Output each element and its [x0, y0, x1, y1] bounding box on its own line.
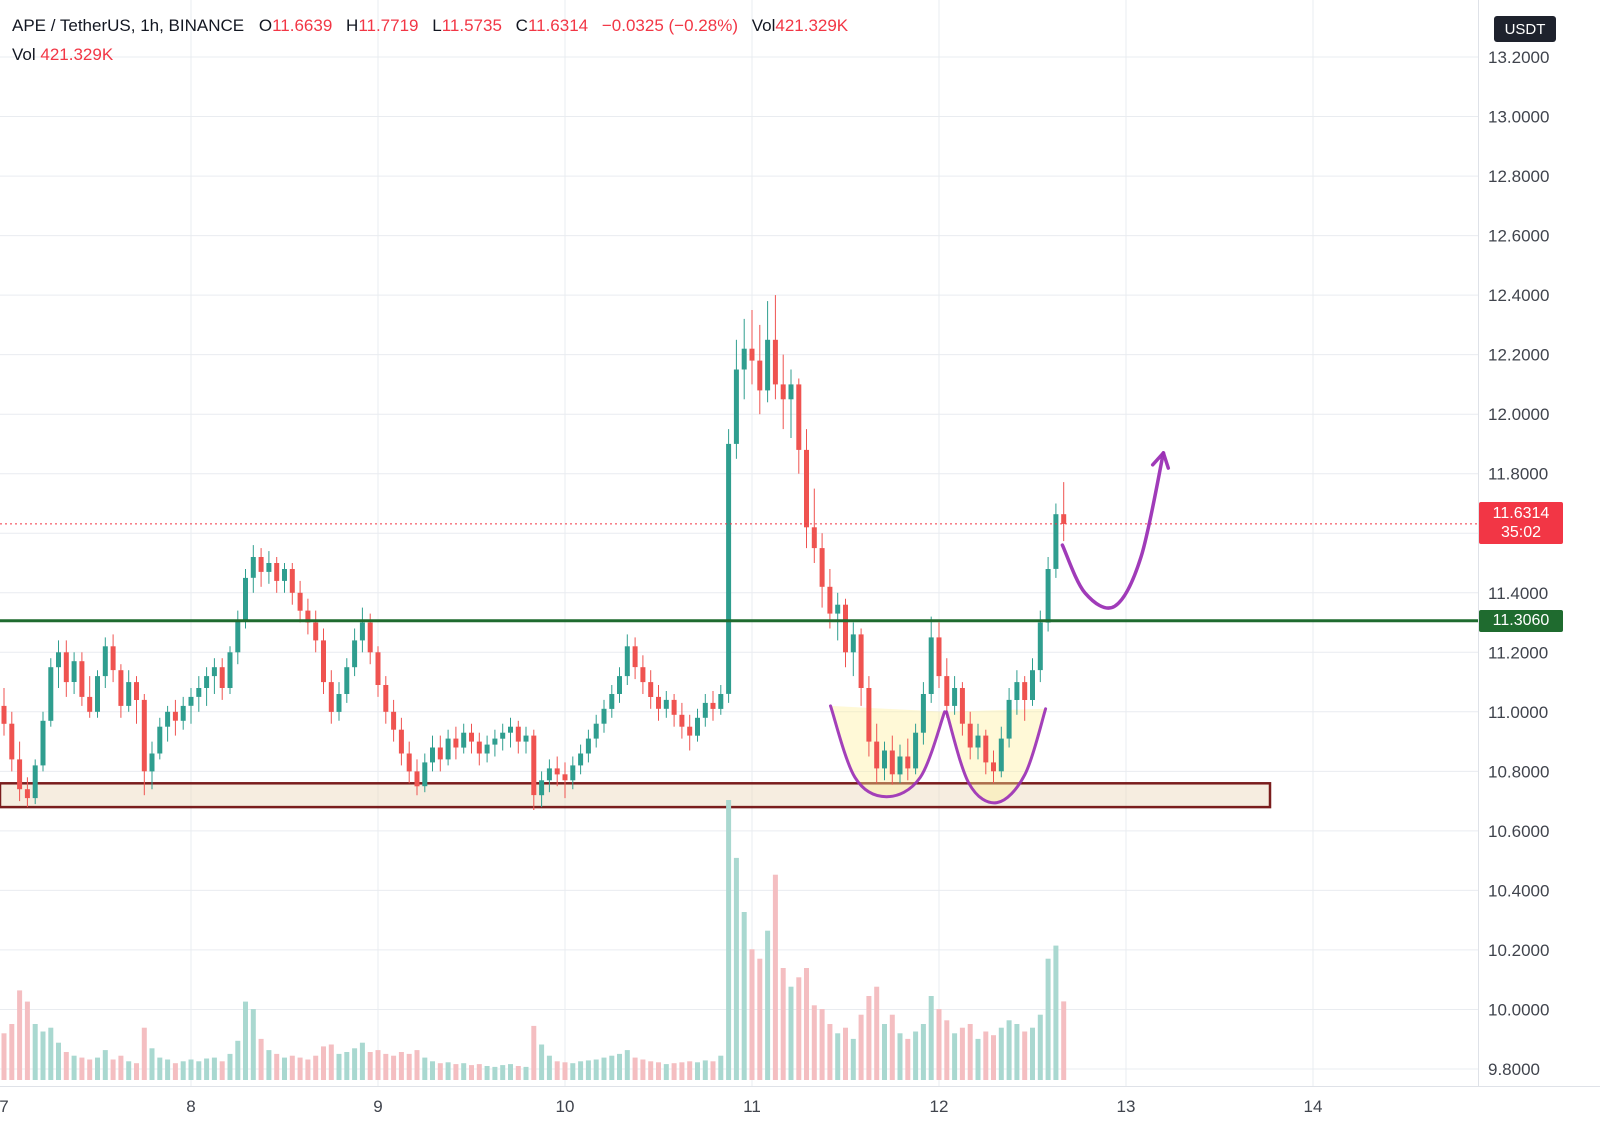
price-tick-label: 10.8000: [1488, 762, 1549, 781]
price-tick-label: 11.8000: [1488, 465, 1548, 484]
symbol-title[interactable]: APE / TetherUS, 1h, BINANCE: [12, 16, 245, 35]
drawings-layer[interactable]: [829, 451, 1171, 805]
low-value: 11.5735: [441, 16, 502, 35]
candles-layer: [1, 295, 1067, 810]
volume-indicator-label: Vol: [12, 45, 36, 64]
time-tick-label: 11: [743, 1097, 761, 1116]
price-tick-label: 10.2000: [1488, 941, 1549, 960]
last-price-countdown: 35:02: [1500, 524, 1542, 541]
close-label: C: [515, 16, 528, 35]
high-label: H: [346, 16, 359, 35]
price-tick-label: 13.0000: [1488, 108, 1549, 127]
legend-main-row: APE / TetherUS, 1h, BINANCE O11.6639 H11…: [12, 16, 857, 36]
volume-label: Vol: [751, 16, 776, 35]
time-tick-label: 7: [0, 1097, 9, 1116]
volume-layer: [1, 800, 1067, 1080]
level-price-badge: 11.3060: [1479, 610, 1563, 632]
price-tick-label: 12.4000: [1488, 286, 1549, 305]
time-tick-label: 12: [930, 1097, 949, 1116]
open-label: O: [258, 16, 273, 35]
price-tick-label: 12.6000: [1488, 227, 1549, 246]
high-value: 11.7719: [358, 16, 419, 35]
price-tick-label: 11.2000: [1488, 643, 1548, 662]
price-tick-label: 11.4000: [1488, 584, 1548, 603]
volume-indicator-row[interactable]: Vol 421.329K: [12, 45, 857, 65]
legend: APE / TetherUS, 1h, BINANCE O11.6639 H11…: [12, 16, 857, 65]
close-readout: C11.6314: [516, 16, 588, 35]
open-readout: O11.6639: [259, 16, 332, 35]
price-tick-label: 10.4000: [1488, 881, 1549, 900]
support-zone-layer: [0, 782, 1272, 809]
volume-readout: Vol421.329K: [752, 16, 848, 35]
price-tick-label: 10.6000: [1488, 822, 1549, 841]
last-price-badge: 11.6314 35:02: [1479, 502, 1563, 544]
change-readout: −0.0325 (−0.28%): [601, 16, 738, 35]
price-tick-label: 13.2000: [1488, 48, 1549, 67]
time-axis[interactable]: [0, 1086, 1600, 1133]
volume-indicator-value: 421.329K: [40, 45, 114, 64]
levels-layer: [0, 523, 1478, 623]
high-readout: H11.7719: [346, 16, 418, 35]
price-tick-label: 11.0000: [1488, 703, 1548, 722]
price-tick-label: 9.8000: [1488, 1060, 1540, 1079]
open-value: 11.6639: [272, 16, 333, 35]
price-tick-label: 12.0000: [1488, 405, 1549, 424]
price-tick-label: 12.2000: [1488, 346, 1549, 365]
low-readout: L11.5735: [432, 16, 502, 35]
last-price-value: 11.6314: [1492, 505, 1550, 522]
time-tick-label: 8: [186, 1097, 195, 1116]
time-tick-label: 13: [1117, 1097, 1136, 1116]
volume-value: 421.329K: [775, 16, 849, 35]
grid-layer: [0, 0, 1478, 1086]
currency-badge: USDT: [1494, 16, 1556, 42]
time-tick-label: 14: [1304, 1097, 1323, 1116]
time-tick-label: 9: [373, 1097, 382, 1116]
price-tick-label: 10.0000: [1488, 1001, 1549, 1020]
close-value: 11.6314: [527, 16, 589, 35]
price-tick-label: 12.8000: [1488, 167, 1549, 186]
low-label: L: [432, 16, 442, 35]
time-tick-label: 10: [556, 1097, 575, 1116]
